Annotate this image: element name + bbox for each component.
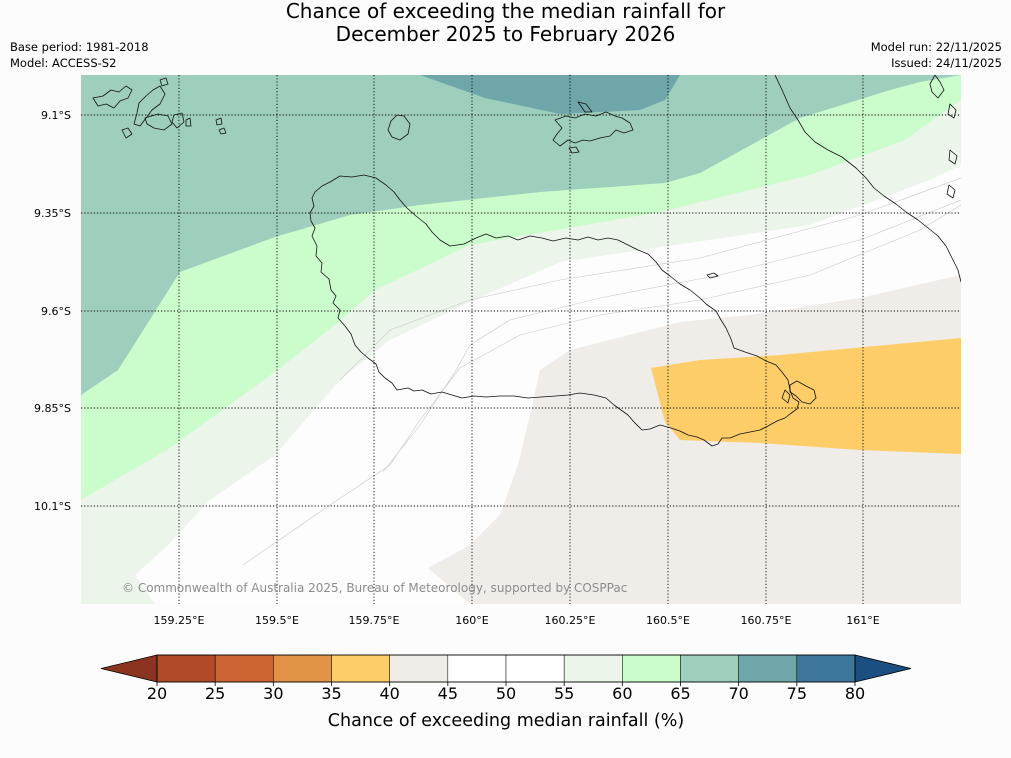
map-plot-area: © Commonwealth of Australia 2025, Bureau…	[81, 75, 961, 604]
russell-islet-2	[171, 112, 185, 129]
russell-island-3	[144, 113, 173, 131]
gridlines	[81, 75, 961, 604]
colorbar-high-extend	[854, 654, 912, 683]
band-70-75	[420, 75, 680, 114]
band-35-40	[651, 338, 961, 454]
colorbar-tick-label: 65	[670, 684, 690, 703]
colorbar-tick-label: 20	[147, 684, 167, 703]
russell-islet-4	[215, 117, 223, 126]
lat-label: 9.6°S	[41, 305, 71, 318]
malaita-islet-3	[946, 184, 956, 199]
lat-label: 9.1°S	[41, 109, 71, 122]
colorbar-label: Chance of exceeding median rainfall (%)	[328, 711, 684, 731]
florida-islet-2	[568, 146, 580, 154]
coastlines	[92, 75, 961, 447]
colorbar-tick-label: 60	[612, 684, 632, 703]
colorbar-tick-label: 70	[728, 684, 748, 703]
colorbar-tick-label: 45	[438, 684, 458, 703]
colorbar-segment-3	[331, 654, 390, 683]
contour-lines	[242, 177, 961, 566]
title-line-2: December 2025 to February 2026	[335, 22, 676, 46]
colorbar-tick-label: 55	[554, 684, 574, 703]
lon-label: 160°E	[455, 614, 488, 627]
lon-label: 159.75°E	[349, 614, 400, 627]
colorbar-segment-9	[680, 654, 739, 683]
russell-islet-3	[185, 117, 192, 127]
map-title: Chance of exceeding the median rainfall …	[0, 0, 1011, 46]
russell-islands-coast	[92, 85, 133, 109]
colorbar-tick-label: 75	[787, 684, 807, 703]
colorbar-tick-label: 25	[205, 684, 225, 703]
malaita-north-tip	[929, 75, 945, 99]
russell-islet-1	[121, 127, 133, 139]
colorbar-segment-8	[622, 654, 681, 683]
lat-label: 9.85°S	[34, 402, 71, 415]
model-text: Model: ACCESS-S2	[10, 56, 117, 70]
copyright-text: © Commonwealth of Australia 2025, Bureau…	[122, 581, 627, 595]
colorbar-segment-5	[447, 654, 507, 683]
colorbar-segment-7	[563, 654, 623, 683]
florida-islands-coast	[552, 111, 634, 147]
marau-islet	[789, 380, 817, 405]
lon-label: 161°E	[846, 614, 879, 627]
longitude-labels: 159.25°E 159.5°E 159.75°E 160°E 160.25°E 160.…	[154, 614, 880, 627]
russell-islet-6	[159, 77, 169, 87]
colorbar-segment-10	[738, 654, 798, 683]
colorbar-segment-11	[796, 654, 856, 683]
colorbar-segment-6	[505, 654, 565, 683]
title-line-1: Chance of exceeding the median rainfall …	[285, 0, 726, 23]
colorbar-tick-label: 50	[496, 684, 516, 703]
florida-islet-1	[577, 101, 593, 113]
colorbar-tick-label: 40	[379, 684, 399, 703]
marau-islet-2	[781, 389, 791, 404]
guadalcanal-coast	[309, 174, 800, 447]
colorbar-segment-2	[273, 654, 332, 683]
band-65-70	[81, 75, 961, 395]
colorbar-segment-1	[214, 654, 274, 683]
malaita-coast	[774, 75, 961, 283]
colorbar-tick-label: 30	[263, 684, 283, 703]
lat-label: 9.35°S	[34, 207, 71, 220]
lon-label: 159.25°E	[154, 614, 205, 627]
malaita-islet-2	[948, 149, 958, 165]
colorbar-segment-0	[156, 654, 216, 683]
colorbar-segment-4	[389, 654, 449, 683]
lon-label: 160.25°E	[545, 614, 596, 627]
colorbar-tick-label: 35	[321, 684, 341, 703]
colorbar-tick-label: 80	[845, 684, 865, 703]
russell-island-2	[133, 85, 166, 127]
savo-island-coast	[387, 114, 411, 141]
lon-label: 160.75°E	[741, 614, 792, 627]
lat-label: 10.1°S	[34, 500, 71, 513]
meta-right: Model run: 22/11/2025 Issued: 24/11/2025	[871, 39, 1002, 71]
base-period-text: Base period: 1981-2018	[10, 40, 149, 54]
colorbar: 20 25 30 35 40 45 50 55 60 65 70 75 80	[100, 654, 912, 703]
meta-left: Base period: 1981-2018 Model: ACCESS-S2	[10, 39, 149, 71]
latitude-labels: 9.1°S 9.35°S 9.6°S 9.85°S 10.1°S	[34, 109, 71, 513]
lon-label: 159.5°E	[255, 614, 299, 627]
model-run-text: Model run: 22/11/2025	[870, 40, 1002, 54]
lon-label: 160.5°E	[646, 614, 690, 627]
malaita-islet-1	[947, 103, 957, 119]
issued-text: Issued: 24/11/2025	[891, 56, 1002, 70]
colorbar-low-extend	[100, 654, 158, 683]
small-islet	[706, 272, 719, 279]
russell-islet-5	[218, 127, 227, 135]
